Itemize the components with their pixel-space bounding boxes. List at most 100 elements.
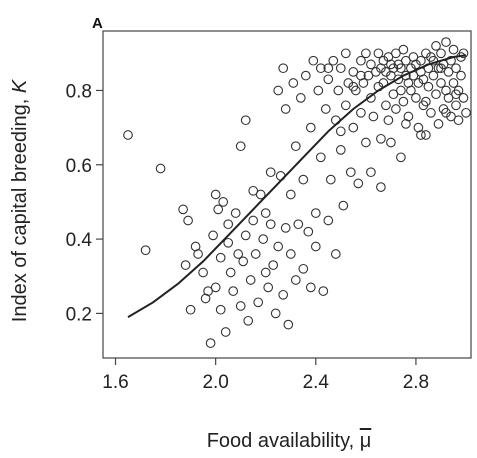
data-point — [298, 263, 309, 274]
x-tick-label: 2.4 — [303, 372, 330, 393]
data-point — [330, 249, 341, 259]
x-axis: 1.6 2.0 2.4 2.8 — [102, 358, 429, 393]
data-point — [285, 249, 296, 259]
data-point — [401, 55, 411, 66]
y-tick-label: 0.2 — [66, 304, 92, 325]
data-point — [421, 96, 431, 107]
data-point — [240, 115, 251, 126]
data-point — [140, 245, 151, 256]
data-point — [386, 137, 396, 148]
data-point — [443, 93, 454, 103]
data-point — [388, 89, 399, 100]
data-point — [441, 107, 451, 118]
data-point — [396, 152, 406, 163]
data-point — [255, 189, 266, 200]
data-point — [451, 100, 461, 111]
data-point — [453, 115, 464, 126]
data-point — [366, 59, 376, 70]
data-point — [280, 104, 291, 114]
data-point — [448, 44, 459, 55]
data-point — [258, 234, 269, 244]
data-point — [426, 107, 436, 118]
data-point — [305, 122, 316, 133]
data-point — [233, 249, 244, 259]
data-point — [398, 96, 409, 107]
data-point — [210, 282, 221, 293]
data-point — [373, 48, 384, 59]
data-point — [340, 48, 351, 59]
data-point — [428, 70, 439, 81]
data-point — [303, 226, 314, 237]
data-point — [381, 100, 391, 111]
data-point — [416, 130, 426, 140]
data-point — [210, 189, 221, 200]
data-point — [243, 315, 254, 326]
data-point — [308, 55, 319, 66]
data-point — [240, 230, 251, 241]
data-point — [193, 249, 203, 259]
data-point — [180, 260, 191, 270]
data-point — [333, 85, 344, 96]
data-point — [183, 215, 193, 226]
data-point — [433, 119, 444, 129]
data-point — [456, 70, 466, 81]
data-point — [378, 55, 389, 66]
data-point — [398, 44, 409, 55]
data-point — [376, 182, 386, 192]
data-point — [323, 215, 334, 226]
data-point — [368, 111, 379, 122]
data-point — [356, 55, 366, 66]
data-point — [411, 93, 421, 103]
data-point — [361, 48, 371, 59]
data-point — [300, 70, 311, 81]
data-point — [353, 178, 364, 189]
data-point — [338, 200, 349, 211]
data-point — [225, 267, 236, 278]
data-point — [451, 89, 461, 100]
data-point — [348, 81, 359, 92]
data-point — [223, 219, 234, 230]
data-point — [343, 78, 354, 88]
data-point — [215, 304, 226, 315]
data-point — [313, 85, 324, 96]
data-point — [418, 74, 429, 85]
data-point — [178, 204, 188, 215]
data-point — [413, 78, 424, 88]
data-point — [290, 275, 301, 285]
data-point — [431, 89, 441, 100]
data-point — [363, 70, 374, 81]
data-point — [431, 41, 441, 51]
data-point — [361, 137, 371, 148]
x-axis-title-text: Food availability, — [207, 430, 360, 452]
data-point — [401, 119, 411, 129]
data-point — [436, 48, 446, 59]
data-point — [265, 219, 276, 230]
data-point — [315, 63, 326, 74]
data-point — [345, 167, 356, 178]
data-point — [273, 85, 284, 96]
data-point — [325, 174, 336, 185]
data-point — [335, 63, 346, 74]
y-tick-label: 0.8 — [66, 81, 92, 102]
data-point — [248, 215, 259, 226]
data-point — [411, 59, 421, 70]
data-point — [245, 275, 256, 285]
data-point — [443, 67, 454, 77]
data-point — [283, 319, 294, 330]
data-point — [416, 55, 426, 66]
data-point — [198, 267, 208, 278]
data-point — [185, 304, 196, 315]
data-point — [205, 338, 216, 348]
data-point — [260, 208, 271, 218]
data-point — [223, 237, 234, 248]
data-point — [213, 204, 224, 215]
plot-frame — [102, 30, 472, 359]
data-point — [461, 107, 471, 118]
data-point — [295, 93, 306, 103]
data-point — [123, 130, 133, 140]
data-point — [235, 141, 246, 152]
data-point — [356, 107, 366, 118]
data-point — [155, 163, 166, 174]
data-points — [123, 37, 471, 348]
